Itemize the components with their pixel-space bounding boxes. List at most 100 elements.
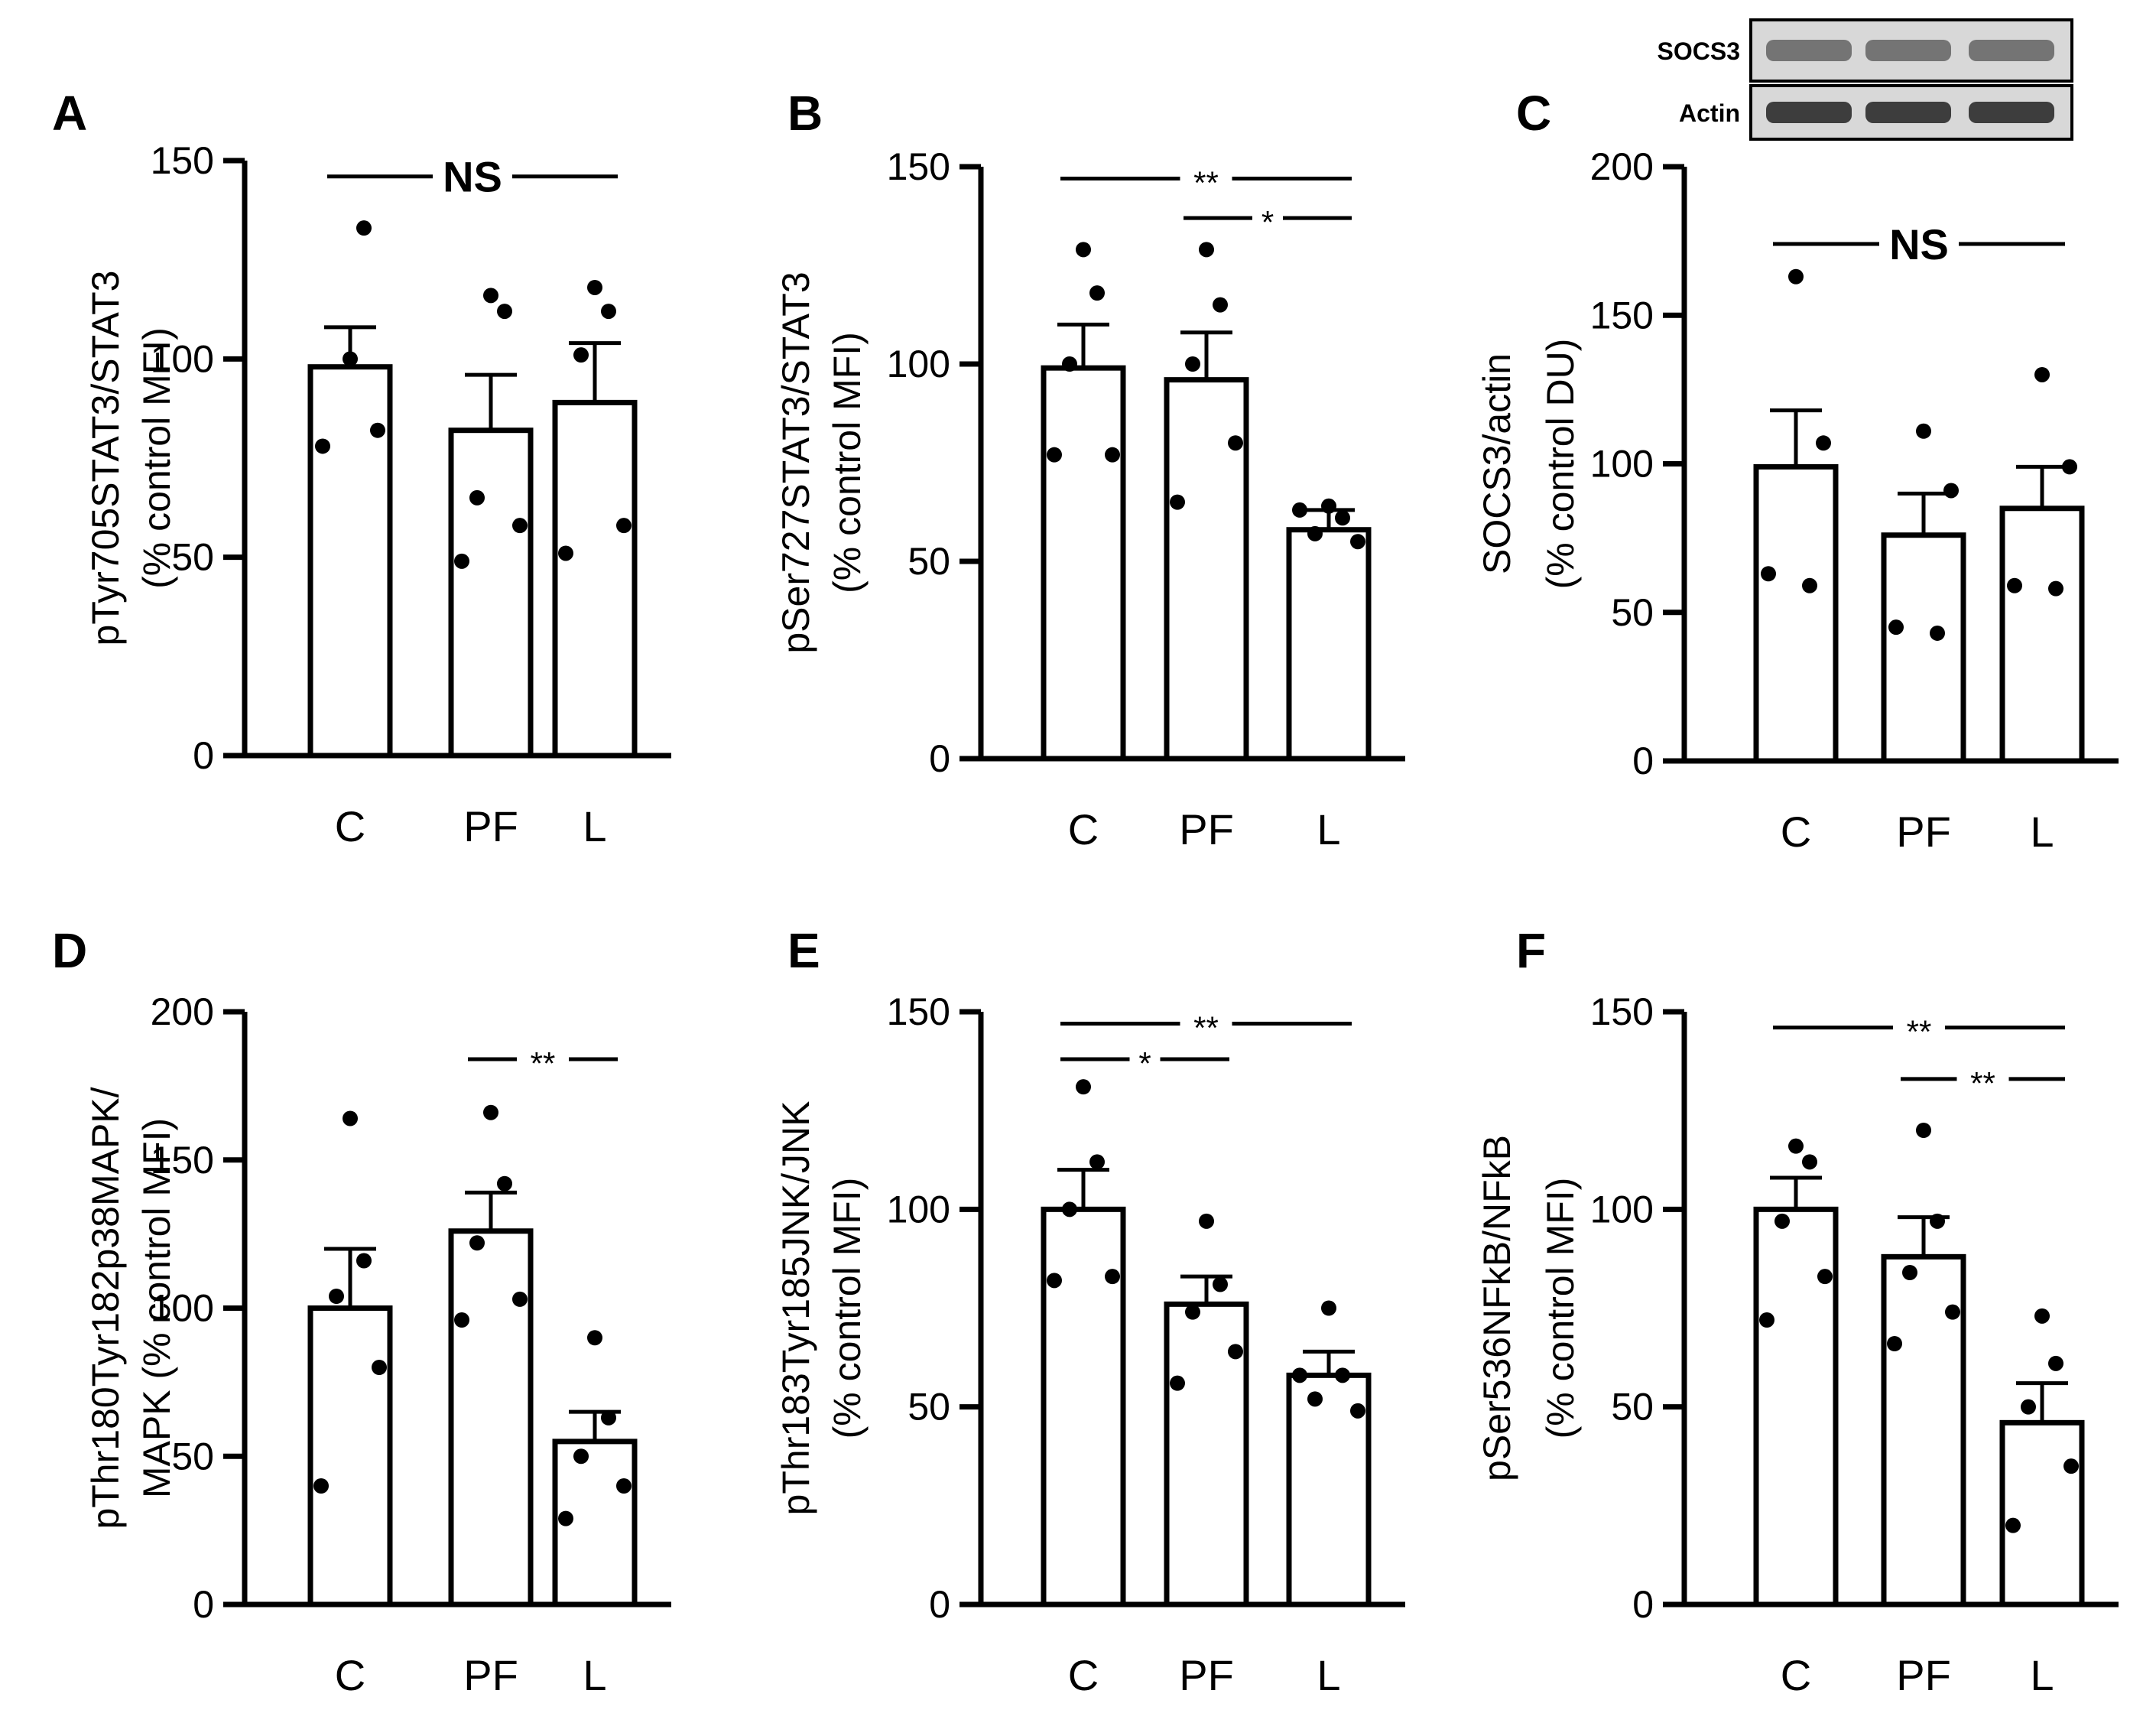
x-tick-label: PF [463,1651,518,1699]
panel-letter: E [787,923,820,978]
data-point [1213,297,1228,313]
significance-label: * [1138,1045,1151,1081]
data-point [2034,366,2050,382]
y-tick-label: 100 [1590,443,1654,486]
data-point [1335,510,1350,526]
y-tick-label: 100 [887,1188,950,1230]
data-point [372,1360,387,1375]
y-axis-title: (% control MFI) [826,332,869,593]
data-point [1943,483,1959,499]
data-point [2005,1517,2021,1533]
panel-e: E 0 50 100 150 pThr183Tyr185JNK/JNK (% control… [774,923,1405,1699]
bar-pf [448,1228,534,1608]
y-tick-label: 0 [1632,740,1654,782]
data-point [497,1175,512,1191]
y-tick-label: 200 [151,990,214,1033]
data-point [1170,494,1185,510]
data-point [558,1510,573,1526]
panel-f: F 0 50 100 150 pSer536NFkB/NFkB (% control MFI… [1476,923,2119,1699]
data-point [1089,1154,1105,1170]
x-tick-label: PF [1179,1651,1234,1699]
panel-letter: B [787,86,823,141]
data-point [573,1448,589,1465]
y-tick-label: 150 [151,1139,214,1182]
blot-label: SOCS3 [1658,37,1740,65]
data-point [1185,1304,1200,1320]
y-tick-label: 0 [929,737,950,780]
data-point [1887,1336,1902,1351]
bar-l [1999,1419,2085,1608]
y-axis-title: pThr183Tyr185JNK/JNK [774,1101,817,1516]
data-point [1185,356,1200,372]
blot-band [1766,40,1852,61]
data-point [512,1291,528,1307]
x-tick-label: L [1317,805,1340,853]
y-axis-title: pSer536NFkB/NFkB [1476,1135,1518,1481]
x-tick-label: PF [1896,808,1951,856]
significance-label: ** [531,1045,556,1081]
data-point [1788,1138,1804,1154]
blot-band [1969,102,2054,123]
data-point [1759,1312,1774,1328]
bar-c [1041,365,1126,762]
data-point [1945,1304,1960,1320]
x-tick-label: L [2030,808,2054,856]
significance-label: NS [443,153,502,201]
bar-c [1753,1206,1839,1608]
data-point [1292,1367,1307,1383]
bar-l [1999,506,2085,764]
data-point [1802,1154,1817,1170]
panel-letter: D [52,923,87,978]
bar-l [1286,527,1372,762]
data-point [1817,1269,1833,1285]
data-point [1062,356,1077,372]
data-point [1816,435,1831,451]
data-point [573,347,589,363]
y-axis-title: pThr180Tyr182p38MAPK/ [84,1087,127,1529]
significance-label: ** [1193,164,1219,200]
panel-c: C 0 50 100 150 200 SOCS3/actin (% control DU) C P… [1476,18,2119,856]
x-tick-label: C [335,802,365,850]
data-point [1321,1300,1336,1316]
blot-band [1865,40,1951,61]
data-point [1076,242,1091,258]
data-point [1076,1079,1091,1095]
data-point [2048,580,2063,597]
data-point [1788,268,1804,284]
y-tick-label: 0 [193,1583,214,1626]
panel-letter: F [1516,923,1546,978]
data-point [1916,423,1931,439]
y-tick-label: 150 [887,145,950,188]
data-point [1047,447,1062,463]
x-tick-label: C [1068,1651,1099,1699]
blot-label: Actin [1679,99,1740,127]
data-point [601,304,616,320]
data-point [1228,1344,1243,1360]
data-point [1774,1213,1790,1229]
y-tick-label: 50 [1611,1386,1654,1429]
y-tick-label: 0 [1632,1583,1654,1626]
data-point [1916,1123,1931,1138]
data-point [1307,1391,1323,1407]
data-point [587,1330,602,1346]
significance-label: ** [1907,1014,1932,1050]
data-point [2062,459,2077,475]
x-tick-label: C [1068,805,1099,853]
data-point [616,518,632,534]
data-point [469,489,485,506]
data-point [1199,1213,1214,1229]
data-point [329,1289,344,1304]
data-point [313,1478,329,1494]
y-tick-label: 50 [1611,591,1654,634]
data-point [1292,502,1307,518]
data-point [454,553,469,569]
y-tick-label: 150 [151,139,214,182]
data-point [1335,1367,1350,1383]
y-tick-label: 100 [887,343,950,385]
y-tick-label: 100 [1590,1188,1654,1230]
data-point [469,1235,485,1251]
data-point [370,422,385,438]
data-point [1930,1213,1945,1229]
y-tick-label: 200 [1590,145,1654,188]
